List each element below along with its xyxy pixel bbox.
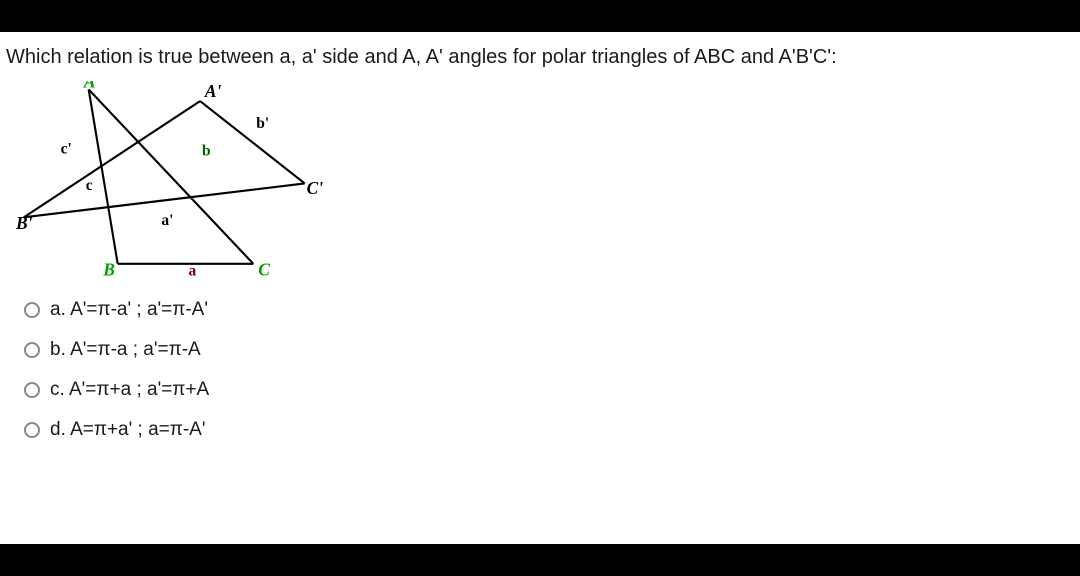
side-a-label: a [188,262,196,279]
side-c-label: c [86,177,93,194]
option-b[interactable]: b. A'=π-a ; a'=π-A [24,339,1074,361]
option-d-label: d. A=π+a' ; a=π-A' [50,419,205,441]
vertex-Bp-label: B' [16,213,33,233]
radio-b[interactable] [24,342,40,358]
question-text: Which relation is true between a, a' sid… [6,46,1074,69]
radio-c[interactable] [24,382,40,398]
side-b-label: b [202,142,211,159]
side-ap-label: a' [161,212,173,229]
radio-d[interactable] [24,422,40,438]
side-bp-label: b' [256,115,269,132]
polar-triangle-figure: A B C A' B' C' a b c a' b' c' [16,81,326,281]
bottom-black-bar [0,544,1080,576]
side-bp [200,101,305,183]
side-cp-label: c' [61,140,72,157]
content-area: Which relation is true between a, a' sid… [0,32,1080,544]
option-d[interactable]: d. A=π+a' ; a=π-A' [24,419,1074,441]
vertex-B-label: B [102,259,115,279]
option-a-label: a. A'=π-a' ; a'=π-A' [50,299,208,321]
option-c-label: c. A'=π+a ; a'=π+A [50,379,209,401]
top-black-bar [0,0,1080,32]
vertex-A-label: A [83,81,96,92]
option-b-label: b. A'=π-a ; a'=π-A [50,339,201,361]
options-group: a. A'=π-a' ; a'=π-A' b. A'=π-a ; a'=π-A … [6,299,1074,441]
radio-a[interactable] [24,302,40,318]
option-c[interactable]: c. A'=π+a ; a'=π+A [24,379,1074,401]
vertex-Cp-label: C' [307,178,324,198]
vertex-C-label: C [258,259,270,279]
vertex-Ap-label: A' [204,81,222,101]
option-a[interactable]: a. A'=π-a' ; a'=π-A' [24,299,1074,321]
triangle-svg: A B C A' B' C' a b c a' b' c' [16,81,326,281]
